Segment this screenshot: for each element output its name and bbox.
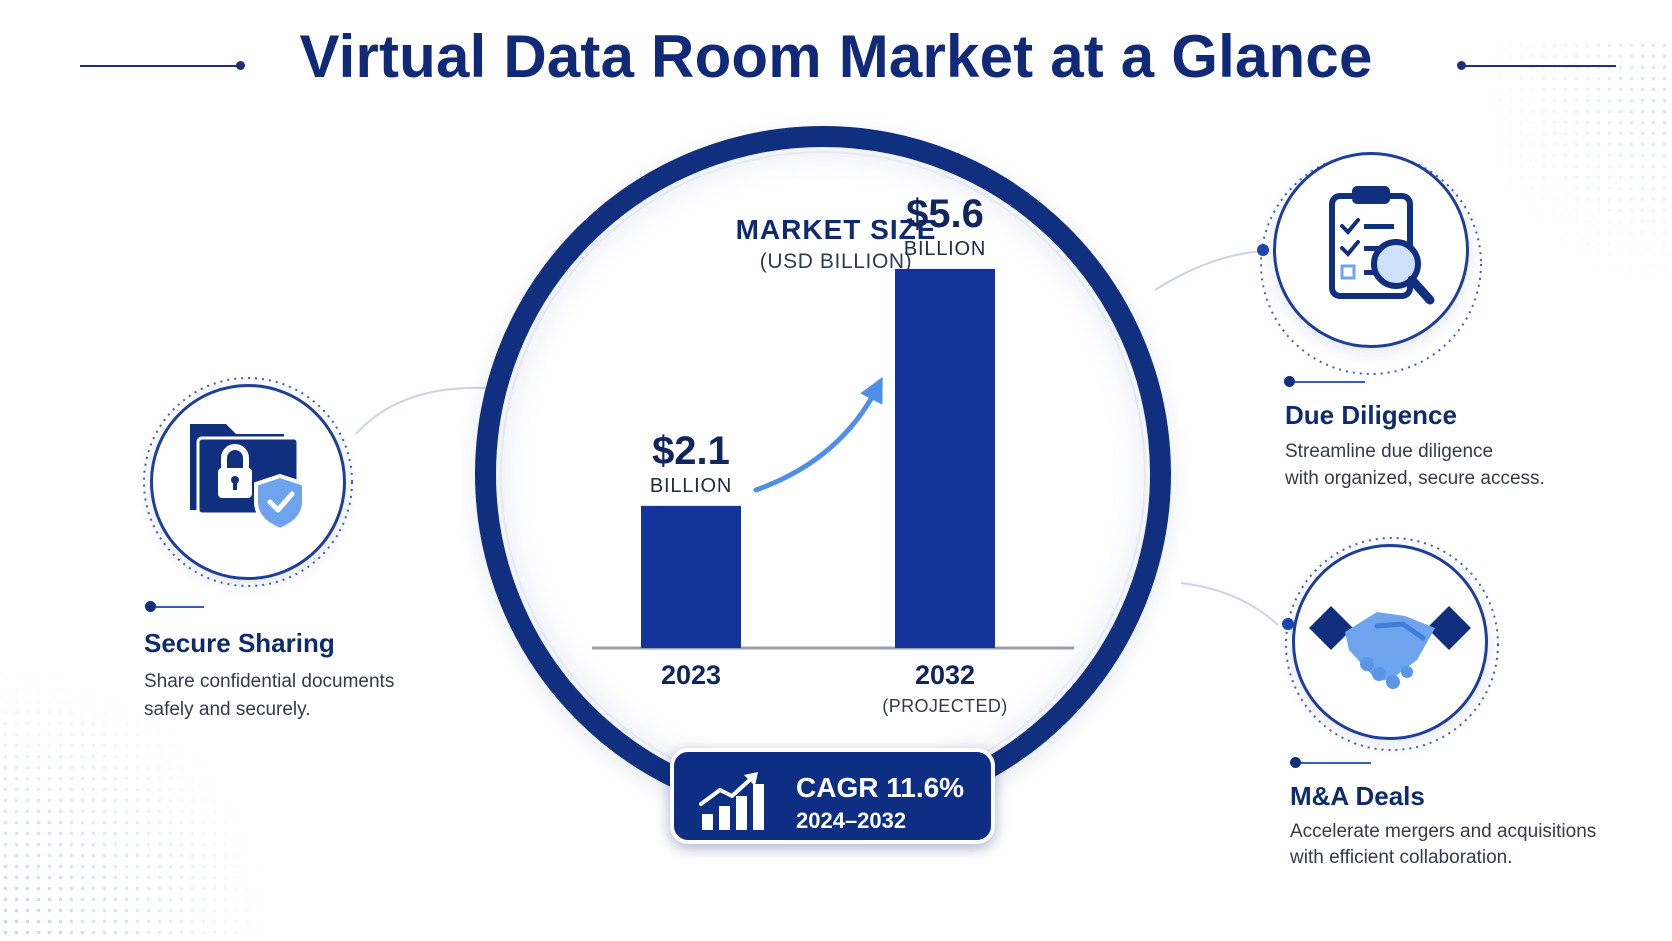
title-rule-right [1461,65,1616,67]
title-rule-left [80,65,238,67]
clipboard-magnifier-icon [1329,186,1435,305]
secure-sharing-desc-line2: safely and securely. [144,699,311,720]
due-diligence-orbit [1257,153,1482,375]
tick-label-2032: 2032 [915,660,975,690]
folder-lock-shield-icon [190,424,306,533]
secure-sharing-title: Secure Sharing [144,628,335,658]
tick-label-2023: 2023 [661,660,721,690]
data-unit-label-2023: BILLION [650,475,732,497]
bar-2032 [895,268,995,648]
ma-deals-desc-line2: with efficient collaboration. [1290,847,1513,868]
ma-deals-rule [1301,762,1371,764]
page-title: Virtual Data Room Market at a Glance [299,23,1373,90]
decorative-dots-right [1472,40,1672,300]
chart-title: MARKET SIZE [735,214,937,245]
chart-subtitle: (USD BILLION) [759,250,913,273]
ma-deals-orbit [1282,537,1499,751]
data-label-2032: $5.6 [906,192,984,236]
ma-deals-desc-line1: Accelerate mergers and acquisitions [1290,821,1597,842]
secure-sharing-bullet [145,601,156,612]
due-diligence-desc-line1: Streamline due diligence [1285,441,1494,462]
due-diligence-rule [1295,381,1365,383]
due-diligence-desc-line2: with organized, secure access. [1285,468,1545,489]
due-diligence-bullet [1284,376,1295,387]
due-diligence-title: Due Diligence [1285,400,1457,430]
cagr-value: CAGR 11.6% [796,772,965,803]
secure-sharing-desc-line1: Share confidential documents [144,671,395,692]
ma-deals-bullet [1290,757,1301,768]
decorative-dots-left [0,641,260,941]
data-label-2023: $2.1 [652,429,730,473]
growth-arrow-icon [753,376,883,493]
ma-deals-title: M&A Deals [1290,781,1425,811]
bar-2023 [641,505,741,648]
growth-chart-icon [699,772,764,830]
title-rule-dot-left [236,61,245,70]
cagr-badge: CAGR 11.6% 2024–2032 [670,748,995,844]
data-unit-label-2032: BILLION [904,238,986,260]
tick-note-2032: (PROJECTED) [882,696,1007,716]
secure-sharing-rule [156,606,204,608]
handshake-icon [1309,606,1471,689]
cagr-period: 2024–2032 [796,808,907,833]
